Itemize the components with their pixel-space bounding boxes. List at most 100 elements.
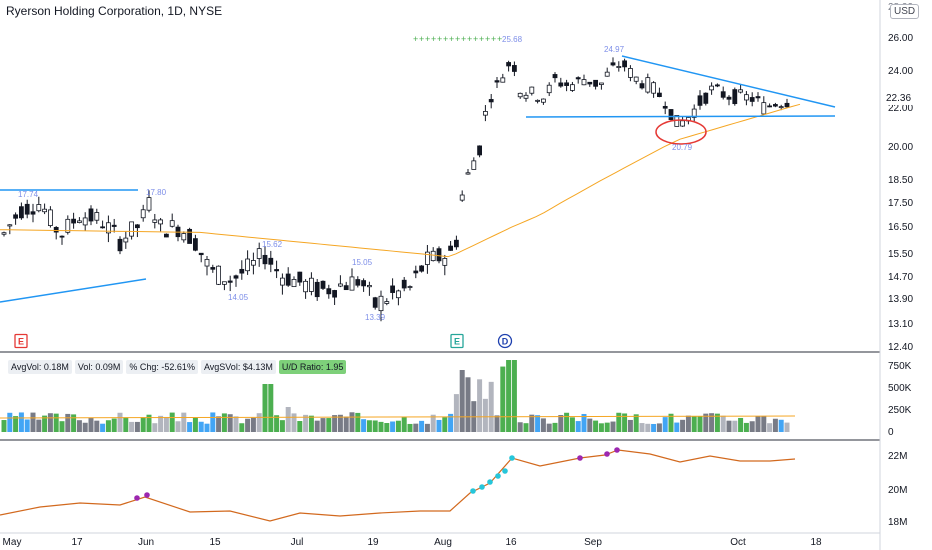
volume-bar bbox=[343, 416, 349, 432]
volume-bar bbox=[181, 412, 187, 432]
candle-body bbox=[471, 160, 477, 170]
candle-body bbox=[517, 92, 523, 98]
event-marker-label: D bbox=[502, 337, 509, 347]
candle-body bbox=[668, 109, 674, 120]
volume-bar bbox=[297, 421, 303, 432]
volume-bar bbox=[691, 416, 697, 432]
candle-body bbox=[88, 208, 94, 222]
price-tick-label: 12.40 bbox=[888, 342, 913, 353]
volume-bar bbox=[448, 413, 454, 432]
stat-avgdvol: AvgSVol: $4.13M bbox=[200, 360, 276, 374]
volume-bar bbox=[245, 418, 251, 432]
volume-bar bbox=[175, 421, 181, 432]
signal-plus-mark: + bbox=[437, 34, 442, 44]
candle-body bbox=[755, 96, 761, 99]
candle-body bbox=[459, 194, 465, 201]
candle-body bbox=[395, 290, 401, 299]
volume-bar bbox=[326, 418, 332, 432]
signal-plus-mark: + bbox=[485, 34, 490, 44]
price-annotation: 24.97 bbox=[604, 45, 625, 54]
candle-body bbox=[239, 268, 245, 274]
indicator-tick-label: 22M bbox=[888, 451, 907, 462]
volume-bar bbox=[129, 421, 135, 432]
volume-bar bbox=[314, 420, 320, 432]
candle-body bbox=[767, 105, 772, 108]
candle-body bbox=[616, 66, 622, 68]
candle-body bbox=[268, 257, 274, 265]
volume-bar bbox=[366, 420, 372, 432]
candle-body bbox=[372, 297, 378, 308]
x-tick-label: 18 bbox=[810, 537, 822, 548]
price-tick-label: 17.50 bbox=[888, 198, 913, 209]
volume-bar bbox=[18, 412, 24, 432]
candle-body bbox=[71, 218, 76, 224]
volume-bar bbox=[187, 422, 193, 432]
volume-bar bbox=[714, 413, 720, 432]
volume-bar bbox=[535, 415, 541, 432]
signal-plus-mark: + bbox=[431, 34, 436, 44]
candle-body bbox=[488, 99, 494, 103]
x-tick-label: Oct bbox=[730, 537, 746, 548]
signal-plus-mark: + bbox=[413, 34, 418, 44]
volume-bar bbox=[413, 423, 419, 432]
volume-tick-label: 750K bbox=[888, 361, 912, 372]
candle-body bbox=[221, 281, 227, 285]
candle-body bbox=[123, 237, 129, 243]
candle-body bbox=[720, 91, 726, 98]
volume-bar bbox=[239, 423, 245, 432]
volume-bar bbox=[250, 417, 256, 432]
volume-bar bbox=[436, 419, 442, 432]
price-tick-label: 22.00 bbox=[888, 103, 913, 114]
volume-bar bbox=[378, 421, 384, 432]
candle-body bbox=[477, 145, 483, 156]
x-tick-label: 16 bbox=[505, 537, 517, 548]
candle-body bbox=[709, 85, 714, 91]
signal-plus-mark: + bbox=[455, 34, 460, 44]
indicator-dot bbox=[479, 484, 485, 490]
candle-body bbox=[424, 251, 430, 265]
candle-body bbox=[308, 277, 314, 292]
volume-bar bbox=[645, 423, 651, 432]
volume-bar bbox=[523, 423, 529, 432]
candle-body bbox=[13, 214, 19, 219]
price-tick-label: 15.50 bbox=[888, 249, 913, 260]
volume-bar bbox=[604, 422, 610, 432]
volume-bar bbox=[30, 412, 36, 432]
signal-plus-mark: + bbox=[473, 34, 478, 44]
volume-bar bbox=[598, 423, 604, 432]
volume-average-line bbox=[0, 415, 796, 419]
x-tick-label: Jul bbox=[291, 537, 304, 548]
x-tick-label: Aug bbox=[434, 537, 452, 548]
candle-body bbox=[129, 221, 135, 237]
candle-body bbox=[413, 270, 419, 274]
candle-body bbox=[366, 285, 372, 288]
candle-body bbox=[303, 280, 309, 293]
volume-bar bbox=[720, 415, 726, 432]
candle-body bbox=[784, 102, 790, 108]
candle-body bbox=[94, 212, 100, 221]
volume-bar bbox=[71, 414, 77, 432]
indicator-dot bbox=[604, 451, 610, 457]
volume-bar bbox=[262, 384, 268, 432]
price-annotation: 17.74 bbox=[18, 190, 39, 199]
volume-bar bbox=[337, 414, 343, 432]
candle-body bbox=[158, 219, 164, 225]
currency-label[interactable]: USD bbox=[890, 4, 920, 19]
earnings-marker bbox=[450, 333, 464, 349]
candle-body bbox=[482, 111, 488, 116]
indicator-dot bbox=[144, 492, 150, 498]
indicator-dot bbox=[502, 468, 508, 474]
volume-bar bbox=[575, 421, 581, 432]
volume-bar bbox=[622, 413, 628, 432]
price-annotation: 13.39 bbox=[365, 313, 386, 322]
last-price-label: 22.36 bbox=[884, 93, 914, 104]
candle-body bbox=[453, 239, 459, 248]
volume-bar bbox=[390, 421, 396, 432]
candle-body bbox=[639, 83, 645, 89]
candle-body bbox=[111, 224, 117, 227]
volume-bar bbox=[285, 407, 291, 432]
candle-body bbox=[558, 82, 564, 87]
candle-body bbox=[773, 104, 778, 107]
volume-bar bbox=[772, 418, 778, 432]
